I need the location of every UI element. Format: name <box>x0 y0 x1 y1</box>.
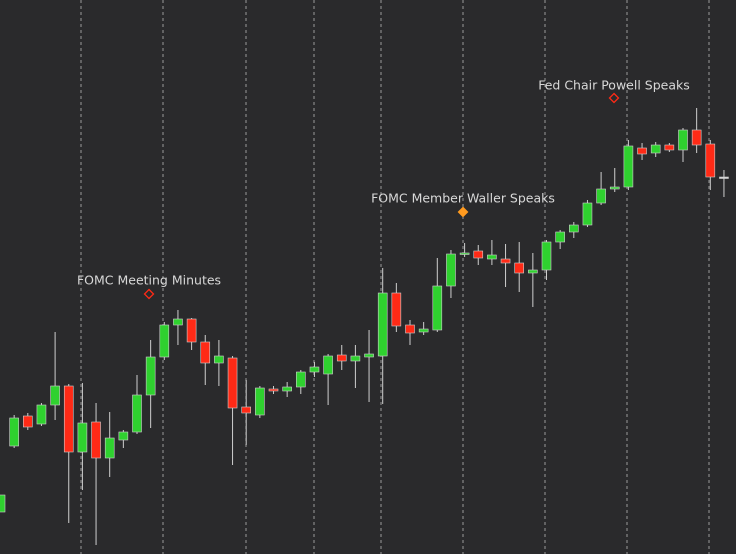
annotation-label: FOMC Meeting Minutes <box>77 273 221 288</box>
candle-body <box>664 144 675 151</box>
candle-body <box>364 353 374 358</box>
candle-body <box>705 143 716 178</box>
candle-body <box>145 356 156 396</box>
candle-body <box>241 406 251 414</box>
candle-body <box>0 494 6 513</box>
candle-body <box>77 422 88 453</box>
candle-body <box>405 324 415 334</box>
candle-body <box>227 357 238 409</box>
candle-body <box>514 262 525 274</box>
candle-body <box>255 387 265 416</box>
candle-body <box>186 318 197 343</box>
candle-body <box>541 241 552 271</box>
candle-body <box>9 417 19 447</box>
candle-body <box>487 254 497 260</box>
candle-body <box>118 431 129 441</box>
candle-body <box>500 258 511 264</box>
annotation-label: FOMC Member Waller Speaks <box>371 191 555 206</box>
candle-body <box>295 371 306 388</box>
candle-body <box>323 355 333 375</box>
candle-body <box>391 292 402 327</box>
candle-body <box>132 394 142 433</box>
candle-body <box>623 145 634 188</box>
candle-body <box>63 385 74 453</box>
annotation-marker <box>608 92 620 104</box>
candle-body <box>473 250 484 259</box>
candle-body <box>582 202 593 226</box>
candle-body <box>336 354 347 362</box>
annotation-marker <box>143 288 155 300</box>
candle-body <box>555 231 565 243</box>
candle-body <box>568 224 579 233</box>
candle-body <box>719 176 729 179</box>
candle-body <box>50 385 60 406</box>
candle-body <box>309 366 320 373</box>
candle-body <box>650 144 661 154</box>
candle-body <box>418 328 429 333</box>
annotation-label: Fed Chair Powell Speaks <box>538 78 690 93</box>
candle-body <box>268 388 279 392</box>
candle-body <box>91 421 101 459</box>
candle-body <box>350 355 361 362</box>
candle-body <box>596 188 606 204</box>
candle-body <box>528 269 538 274</box>
candle-body <box>678 129 688 151</box>
candle-body <box>609 186 620 190</box>
candle-body <box>446 253 456 287</box>
candle-body <box>432 285 443 331</box>
candle-body <box>637 147 647 155</box>
annotation-marker <box>457 206 469 218</box>
candle-body <box>159 324 170 358</box>
candle-body <box>282 386 292 392</box>
candle-body <box>104 437 115 459</box>
candle-body <box>377 292 388 357</box>
candle-body <box>22 415 33 428</box>
candle-body <box>691 129 702 146</box>
candle-body <box>173 318 183 326</box>
candle-body <box>200 341 211 364</box>
candle-body <box>36 404 47 425</box>
candle-body <box>459 252 470 255</box>
candle-body <box>214 355 224 364</box>
